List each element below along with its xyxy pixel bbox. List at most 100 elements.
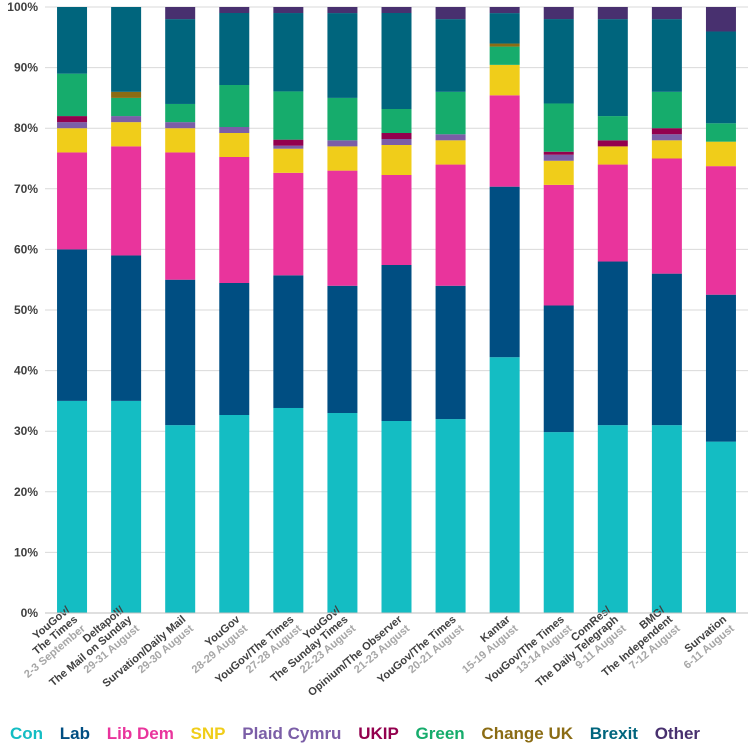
bar-segment — [651, 134, 682, 141]
bar-segment — [327, 7, 358, 14]
bar-segment — [219, 127, 250, 133]
bar-segment — [219, 415, 250, 613]
bar-segment — [381, 7, 412, 13]
bar-segment — [165, 279, 196, 426]
bar-segment — [273, 148, 304, 173]
bar-segment — [381, 139, 412, 145]
bar-segment — [543, 305, 574, 433]
bar-segment — [273, 407, 304, 613]
bar-segment — [489, 7, 520, 14]
bar-segment — [705, 441, 736, 613]
bar-segment — [327, 97, 358, 141]
bar-segment — [597, 7, 628, 20]
bar-segment — [705, 123, 736, 142]
y-tick-label: 40% — [14, 364, 38, 378]
y-tick-label: 30% — [14, 424, 38, 438]
bar-segment — [165, 7, 196, 20]
bar-segment — [273, 139, 304, 146]
bar-segment — [381, 109, 412, 133]
bar-segment — [489, 64, 520, 96]
bar-segment — [489, 95, 520, 187]
bar-segment — [597, 19, 628, 117]
bar-segment — [543, 151, 574, 155]
y-tick-label: 100% — [7, 0, 38, 14]
bar-segment — [651, 140, 682, 159]
legend-item-brexit: Brexit — [589, 724, 638, 743]
bar-segment — [651, 158, 682, 274]
bar-segment — [273, 145, 304, 149]
bar-segment — [219, 13, 250, 85]
bar-segment — [597, 116, 628, 141]
bar-segment — [327, 13, 358, 98]
bar-segment — [111, 122, 142, 147]
legend-item-ukip: UKIP — [358, 724, 399, 743]
bar-segment — [597, 164, 628, 262]
bar-segment — [273, 275, 304, 408]
bar-segment — [435, 164, 466, 286]
bar-segment — [435, 7, 466, 20]
bar-segment — [57, 122, 88, 129]
bar-segment — [381, 13, 412, 109]
bar-segment — [111, 116, 142, 123]
bar-segment — [597, 425, 628, 613]
legend-item-change-uk: Change UK — [481, 724, 574, 743]
legend-item-con: Con — [10, 724, 44, 743]
bar-segment — [489, 43, 520, 47]
bar-segment — [435, 19, 466, 92]
bar-segment — [327, 146, 358, 171]
bar-segment — [57, 249, 88, 401]
bar-segment — [327, 285, 358, 414]
bar-segment — [543, 184, 574, 306]
bar-segment — [165, 128, 196, 153]
bar-segment — [381, 145, 412, 175]
bar-segment — [57, 128, 88, 153]
bar-segment — [651, 273, 682, 426]
bar-segment — [57, 152, 88, 250]
bar-segment — [489, 13, 520, 44]
bar-segment — [165, 103, 196, 123]
bar-segment — [435, 91, 466, 135]
bar-segment — [57, 7, 88, 74]
bar-segment — [651, 128, 682, 135]
bar-segment — [543, 160, 574, 185]
bar-segment — [219, 283, 250, 415]
bar-segment — [111, 7, 142, 92]
bar-segment — [219, 157, 250, 283]
bar-segment — [219, 133, 250, 157]
y-tick-label: 0% — [21, 606, 39, 620]
y-tick-label: 90% — [14, 61, 38, 75]
bar-segment — [273, 91, 304, 140]
bar-segment — [435, 419, 466, 613]
bar-segment — [651, 19, 682, 92]
bar-segment — [381, 175, 412, 265]
legend-item-plaid-cymru: Plaid Cymru — [242, 724, 342, 743]
bar-segment — [651, 7, 682, 20]
bar-segment — [489, 357, 520, 613]
bar-segment — [111, 400, 142, 613]
bar-segment — [381, 133, 412, 139]
legend: Con Lab Lib Dem SNP Plaid Cymru UKIP Gre… — [10, 724, 712, 744]
bar-segment — [651, 91, 682, 129]
bar-segment — [435, 134, 466, 141]
bar-segment — [597, 261, 628, 426]
bar-segment — [543, 19, 574, 104]
bar-segment — [111, 255, 142, 401]
bar-segment — [705, 31, 736, 124]
y-tick-label: 20% — [14, 485, 38, 499]
bar-segment — [165, 122, 196, 129]
bar-segment — [111, 97, 142, 117]
bar-segment — [57, 400, 88, 613]
bar-segment — [705, 141, 736, 167]
legend-item-lib-dem: Lib Dem — [106, 724, 174, 743]
bar-segment — [543, 7, 574, 20]
legend-item-other: Other — [654, 724, 701, 743]
bar-segment — [381, 421, 412, 613]
bar-segment — [705, 7, 736, 32]
bar-segment — [327, 170, 358, 286]
bar-segment — [597, 146, 628, 165]
y-tick-label: 60% — [14, 242, 38, 256]
bar-segment — [165, 19, 196, 104]
y-tick-label: 80% — [14, 121, 38, 135]
